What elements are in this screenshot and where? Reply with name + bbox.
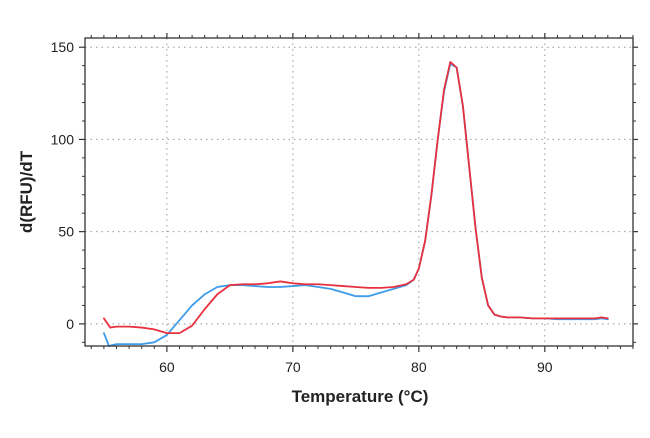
x-axis-title: Temperature (°C)	[292, 387, 429, 406]
y-tick-label: 100	[51, 131, 75, 147]
series-layer	[103, 61, 609, 347]
ticks-layer: 60 70 80 90 0 50 100 150	[51, 33, 638, 375]
grid-layer	[85, 38, 633, 346]
x-tick-label: 60	[159, 359, 175, 375]
x-tick-label: 80	[411, 359, 427, 375]
series-line-blue	[103, 62, 609, 347]
x-tick-label: 90	[537, 359, 553, 375]
y-axis-title: d(RFU)/dT	[17, 150, 36, 233]
y-tick-label: 150	[51, 39, 75, 55]
y-tick-label: 0	[66, 316, 74, 332]
y-tick-label: 50	[58, 224, 74, 240]
series-line-red	[103, 61, 609, 334]
plot-frame	[84, 37, 634, 347]
x-tick-label: 70	[285, 359, 301, 375]
